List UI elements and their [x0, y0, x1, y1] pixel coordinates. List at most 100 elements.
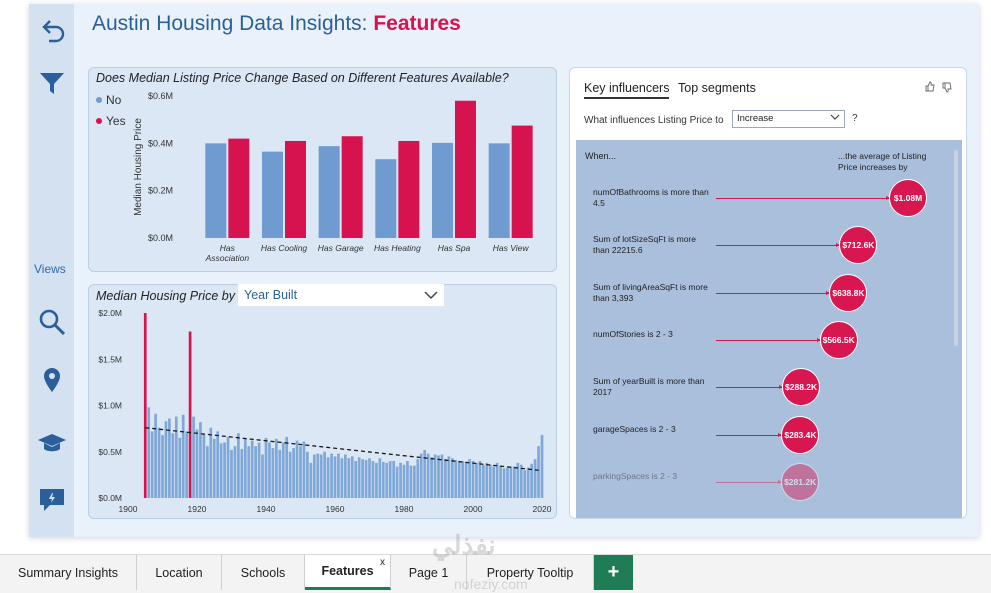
ki-row-arrow — [716, 385, 784, 390]
year-bar — [306, 451, 309, 498]
year-bar — [302, 441, 306, 498]
ki-scrollbar[interactable] — [954, 150, 958, 346]
year-bar — [178, 437, 182, 498]
year-bar — [199, 422, 202, 498]
ki-row-arrow — [716, 432, 783, 437]
year-bar — [475, 462, 478, 498]
ki-row-arrow — [716, 243, 841, 248]
tab-top-segments[interactable]: Top segments — [678, 81, 756, 95]
year-bar — [416, 459, 420, 498]
year-bar — [464, 461, 468, 498]
bar-no — [375, 159, 397, 238]
x-tick-label: Has — [220, 243, 236, 253]
year-bar — [181, 414, 185, 498]
chevron-down-icon — [424, 291, 438, 300]
year-bar — [295, 440, 299, 498]
year-bar — [257, 442, 261, 498]
year-bar — [226, 436, 230, 498]
x-tick-label: 1960 — [326, 504, 345, 514]
y-tick-label: $0.0M — [148, 233, 173, 243]
tab-page-1[interactable]: Page 1 — [391, 555, 467, 590]
ki-row-arrow — [716, 479, 783, 484]
graduation-cap-icon[interactable] — [35, 426, 69, 460]
year-bar — [319, 454, 323, 498]
year-bar — [516, 462, 520, 498]
ki-value-bubble: $712.6K — [839, 226, 878, 265]
y-tick-label: $0.4M — [148, 138, 173, 148]
year-bar — [340, 458, 344, 498]
tab-summary-insights[interactable]: Summary Insights — [0, 555, 137, 590]
legend-no[interactable]: No — [96, 93, 121, 107]
year-bar — [447, 456, 451, 498]
year-bar — [219, 443, 223, 498]
year-bar — [261, 454, 264, 498]
y-tick-label: $0.0M — [98, 493, 122, 503]
year-bar — [402, 464, 406, 498]
year-built-dropdown[interactable]: Year Built — [238, 284, 444, 306]
close-icon[interactable]: x — [380, 557, 385, 568]
map-pin-icon[interactable] — [35, 363, 69, 397]
thumbs-down-icon[interactable] — [942, 82, 952, 93]
bar-no — [318, 146, 340, 238]
year-bar — [337, 453, 340, 498]
year-bar — [437, 455, 440, 498]
year-bar — [323, 451, 326, 498]
year-bar — [309, 462, 313, 498]
year-bar — [426, 453, 430, 498]
tab-property-tooltip[interactable]: Property Tooltip — [467, 555, 594, 590]
legend-no-label: No — [106, 93, 122, 107]
legend-yes[interactable]: Yes — [96, 114, 126, 128]
x-tick-label: 2020 — [533, 504, 552, 514]
ki-direction-select[interactable]: Increase — [732, 110, 845, 128]
year-bar — [488, 464, 492, 498]
filter-icon[interactable] — [35, 66, 69, 100]
bar-no — [205, 143, 227, 238]
year-bar — [247, 446, 251, 498]
ki-select-value: Increase — [737, 113, 774, 124]
year-bar — [285, 436, 289, 498]
line-panel-title: Median Housing Price by — [96, 289, 235, 303]
year-bar — [419, 453, 423, 498]
year-bar — [530, 463, 533, 498]
ki-value-bubble: $638.8K — [829, 273, 868, 312]
year-bar — [206, 446, 209, 498]
year-bar — [409, 465, 413, 498]
thumbs-up-icon[interactable] — [925, 81, 935, 92]
tab-schools[interactable]: Schools — [222, 555, 305, 590]
year-bar — [271, 448, 275, 498]
ki-row-label: Sum of yearBuilt is more than 2017 — [593, 376, 705, 398]
year-bar — [326, 457, 330, 498]
year-bar — [509, 466, 513, 498]
y-tick-label: $1.5M — [98, 354, 122, 364]
x-tick-label: Has Spa — [438, 243, 471, 253]
year-bar — [268, 442, 271, 498]
key-influencers-panel: Key influencers Top segments What influe… — [569, 67, 967, 519]
ki-results: When... ...the average of Listing Price … — [576, 140, 962, 518]
bar-yes — [398, 140, 420, 238]
bar-no — [432, 142, 453, 238]
year-bar — [368, 458, 371, 498]
ki-row-arrow — [716, 290, 831, 295]
year-bar — [312, 454, 316, 498]
y-tick-label: $0.2M — [148, 186, 173, 196]
trend-line — [145, 427, 539, 471]
year-bar — [385, 462, 389, 498]
x-tick-label: Has Garage — [318, 243, 364, 253]
add-page-button[interactable]: + — [594, 555, 633, 590]
chat-insight-icon[interactable] — [35, 483, 69, 517]
ki-row-label: numOfStories is 2 - 3 — [593, 328, 673, 339]
year-bar — [233, 446, 237, 498]
tab-key-influencers[interactable]: Key influencers — [584, 81, 670, 99]
ki-row-label: parkingSpaces is 2 - 3 — [593, 470, 678, 481]
year-bar — [499, 465, 502, 498]
back-arrow-icon[interactable] — [35, 14, 69, 48]
year-bar — [357, 457, 361, 498]
ki-row-arrow — [716, 196, 890, 200]
year-bar — [364, 460, 368, 498]
tab-location[interactable]: Location — [137, 555, 222, 590]
search-icon[interactable] — [35, 305, 69, 339]
tab-features[interactable]: Features x — [305, 555, 391, 590]
year-bar — [461, 461, 464, 498]
y-axis-label: Median Housing Price — [133, 118, 144, 216]
tab-label: Features — [321, 564, 374, 578]
